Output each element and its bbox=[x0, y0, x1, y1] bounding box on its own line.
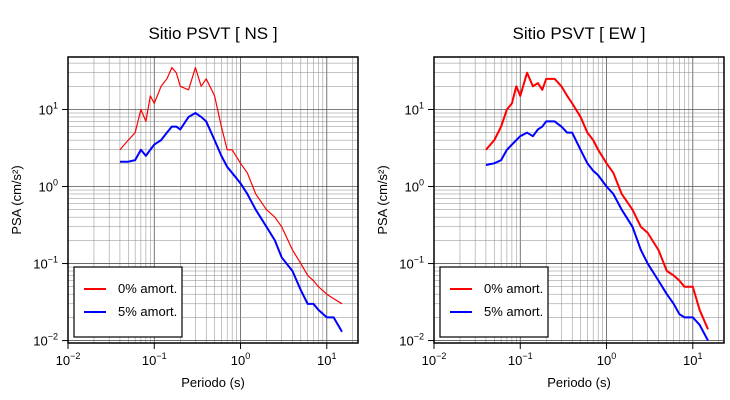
x-tick-label-exponent: 0 bbox=[245, 351, 250, 361]
x-tick-label-base: 10 bbox=[508, 353, 522, 368]
series-line bbox=[485, 71, 709, 330]
x-tick-label: 100 bbox=[597, 351, 616, 368]
series-line bbox=[119, 66, 343, 305]
x-tick-label: 100 bbox=[231, 351, 250, 368]
y-tick-label: 100 bbox=[405, 178, 424, 195]
plot-frame bbox=[67, 56, 359, 344]
x-tick-label: 10−2 bbox=[56, 351, 81, 368]
y-tick-label-exponent: 1 bbox=[53, 100, 58, 110]
x-tick-label: 101 bbox=[317, 351, 336, 368]
legend-label: 0% amort. bbox=[118, 281, 177, 296]
y-tick-label: 101 bbox=[39, 100, 58, 117]
legend-label: 5% amort. bbox=[118, 304, 177, 319]
plot-frame bbox=[433, 56, 725, 344]
y-tick-label-exponent: −2 bbox=[48, 332, 58, 342]
chart-title: Sitio PSVT [ EW ] bbox=[513, 24, 646, 43]
x-tick-label-exponent: 0 bbox=[611, 351, 616, 361]
y-tick-label: 10−2 bbox=[33, 332, 58, 349]
chart-title: Sitio PSVT [ NS ] bbox=[148, 24, 277, 43]
y-tick-label-base: 10 bbox=[39, 102, 53, 117]
legend-box bbox=[439, 266, 549, 338]
legend-box bbox=[73, 266, 183, 338]
x-tick-label-base: 10 bbox=[422, 353, 436, 368]
y-tick-label-exponent: 0 bbox=[419, 178, 424, 188]
x-tick-label-base: 10 bbox=[56, 353, 70, 368]
x-tick-label-exponent: −1 bbox=[522, 351, 532, 361]
x-tick-label: 10−1 bbox=[142, 351, 167, 368]
y-tick-label-exponent: −2 bbox=[414, 332, 424, 342]
x-tick-label-base: 10 bbox=[231, 353, 245, 368]
x-tick-label-base: 10 bbox=[142, 353, 156, 368]
y-axis-label: PSA (cm/s²) bbox=[375, 165, 390, 234]
x-tick-label-base: 10 bbox=[683, 353, 697, 368]
y-tick-label-exponent: 1 bbox=[419, 100, 424, 110]
x-axis-label: Periodo (s) bbox=[181, 375, 245, 390]
y-axis-label: PSA (cm/s²) bbox=[9, 165, 24, 234]
y-tick-label-base: 10 bbox=[33, 257, 47, 272]
y-tick-label-exponent: −1 bbox=[48, 255, 58, 265]
series-line bbox=[119, 112, 343, 333]
x-tick-label: 101 bbox=[683, 351, 702, 368]
legend-label: 0% amort. bbox=[484, 281, 543, 296]
y-tick-label-base: 10 bbox=[405, 102, 419, 117]
series-line bbox=[485, 120, 709, 342]
x-tick-label: 10−2 bbox=[422, 351, 447, 368]
x-tick-label-exponent: −2 bbox=[436, 351, 446, 361]
y-tick-label-base: 10 bbox=[399, 334, 413, 349]
y-tick-label-base: 10 bbox=[405, 180, 419, 195]
x-tick-label-base: 10 bbox=[597, 353, 611, 368]
y-tick-label-exponent: −1 bbox=[414, 255, 424, 265]
x-tick-label-exponent: 1 bbox=[332, 351, 337, 361]
y-tick-label: 100 bbox=[39, 178, 58, 195]
x-tick-label-exponent: 1 bbox=[698, 351, 703, 361]
y-tick-label: 10−1 bbox=[399, 255, 424, 272]
legend-label: 5% amort. bbox=[484, 304, 543, 319]
y-tick-label-base: 10 bbox=[39, 180, 53, 195]
x-tick-label: 10−1 bbox=[508, 351, 533, 368]
y-tick-label-base: 10 bbox=[399, 257, 413, 272]
y-tick-label-exponent: 0 bbox=[53, 178, 58, 188]
y-tick-label: 10−1 bbox=[33, 255, 58, 272]
y-tick-label-base: 10 bbox=[33, 334, 47, 349]
x-tick-label-exponent: −1 bbox=[156, 351, 166, 361]
x-tick-label-exponent: −2 bbox=[70, 351, 80, 361]
y-tick-label: 101 bbox=[405, 100, 424, 117]
y-tick-label: 10−2 bbox=[399, 332, 424, 349]
x-axis-label: Periodo (s) bbox=[547, 375, 611, 390]
x-tick-label-base: 10 bbox=[317, 353, 331, 368]
